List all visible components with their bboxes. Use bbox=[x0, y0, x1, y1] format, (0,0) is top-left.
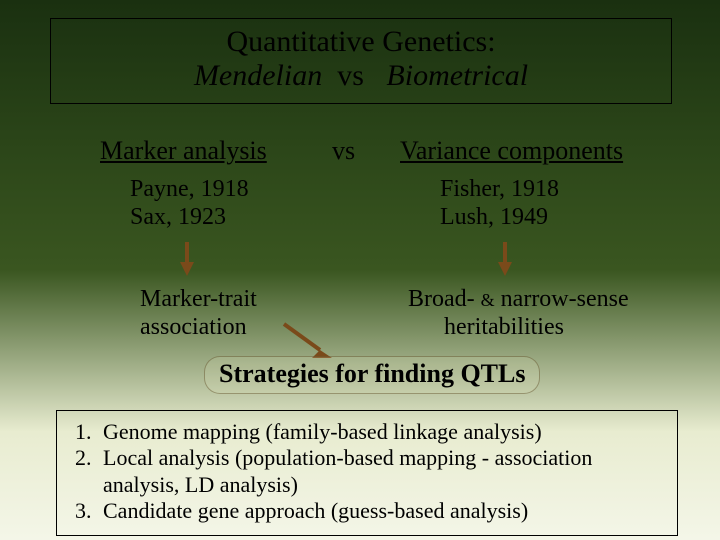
sub-right-line2: Lush, 1949 bbox=[440, 204, 559, 232]
sub-left-line2: Sax, 1923 bbox=[130, 204, 249, 232]
heading-marker-analysis: Marker analysis bbox=[100, 136, 267, 166]
sub-right: Fisher, 1918 Lush, 1949 bbox=[440, 176, 559, 231]
result-left-line2: association bbox=[140, 314, 257, 342]
result-right-line2: heritabilities bbox=[408, 314, 629, 342]
sub-left-line1: Payne, 1918 bbox=[130, 176, 249, 204]
title-line2: Mendelian vs Biometrical bbox=[51, 59, 671, 93]
list-item: Local analysis (population-based mapping… bbox=[97, 445, 667, 498]
ampersand-icon: & bbox=[481, 290, 495, 310]
title-line1: Quantitative Genetics: bbox=[51, 25, 671, 59]
result-right-line1: Broad- & narrow-sense bbox=[408, 286, 629, 314]
list-item: Genome mapping (family-based linkage ana… bbox=[97, 419, 667, 445]
sub-right-line1: Fisher, 1918 bbox=[440, 176, 559, 204]
strategies-list-box: Genome mapping (family-based linkage ana… bbox=[56, 410, 678, 536]
result-right-narrow: narrow-sense bbox=[501, 286, 629, 312]
result-left-line1: Marker-trait bbox=[140, 286, 257, 314]
strategies-box: Strategies for finding QTLs bbox=[204, 356, 540, 394]
strategies-title: Strategies for finding QTLs bbox=[219, 359, 525, 388]
result-right: Broad- & narrow-sense heritabilities bbox=[408, 286, 629, 341]
title-mendelian: Mendelian bbox=[194, 59, 322, 92]
title-box: Quantitative Genetics: Mendelian vs Biom… bbox=[50, 18, 672, 104]
heading-variance-components: Variance components bbox=[400, 136, 623, 166]
arrow-down-left-icon bbox=[180, 242, 194, 276]
heading-vs: vs bbox=[332, 136, 355, 166]
strategies-list: Genome mapping (family-based linkage ana… bbox=[67, 419, 667, 525]
sub-left: Payne, 1918 Sax, 1923 bbox=[130, 176, 249, 231]
list-item: Candidate gene approach (guess-based ana… bbox=[97, 498, 667, 524]
result-right-broad: Broad- bbox=[408, 286, 475, 312]
result-left: Marker-trait association bbox=[140, 286, 257, 341]
title-biometrical: Biometrical bbox=[386, 59, 528, 92]
title-vs: vs bbox=[337, 59, 364, 92]
arrow-down-right-icon bbox=[498, 242, 512, 276]
